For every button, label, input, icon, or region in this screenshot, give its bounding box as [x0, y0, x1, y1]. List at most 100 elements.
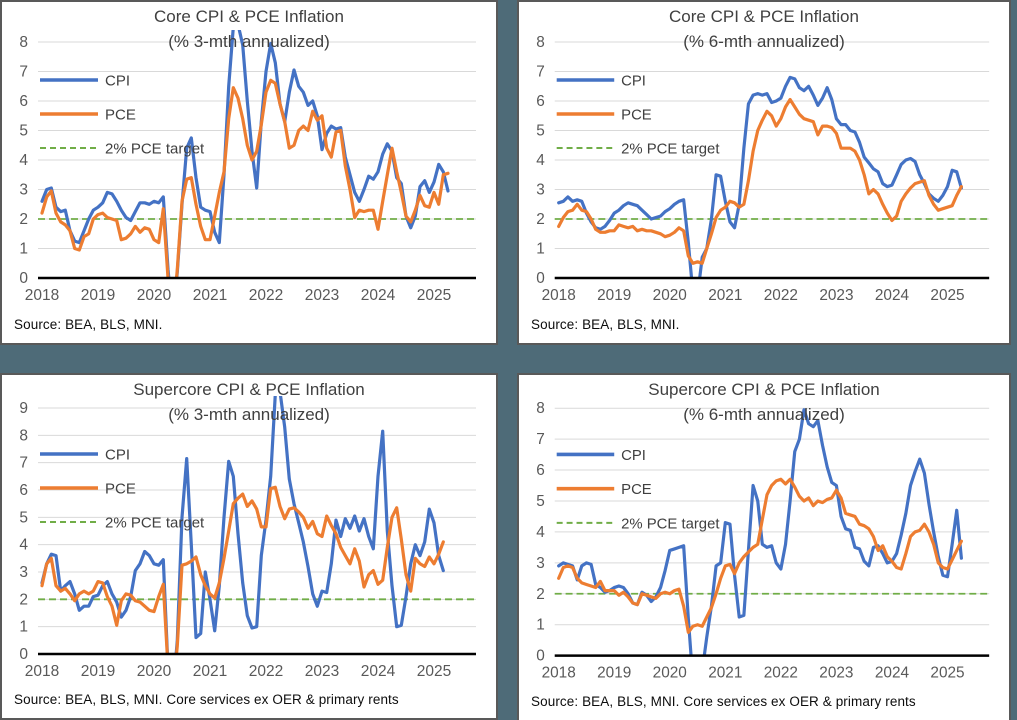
y-tick-label: 9: [19, 400, 28, 417]
source-note: Source: BEA, BLS, MNI.: [531, 317, 680, 332]
x-tick-label: 2022: [764, 287, 798, 304]
y-tick-label: 2: [19, 211, 28, 228]
supercore-3mth-chart-canvas: 0 1 2 3 4 5 6 7 8 9 2018 2019 2020 2021 2022 2023 2024 20…: [19, 396, 476, 680]
y-tick-label: 7: [536, 431, 545, 448]
x-tick-label: 2023: [819, 665, 853, 682]
legend-label: CPI: [621, 447, 646, 464]
y-tick-label: 2: [19, 591, 28, 608]
y-tick-label: 5: [536, 493, 545, 510]
legend-label: CPI: [621, 72, 646, 89]
x-tick-label: 2019: [81, 663, 115, 680]
x-tick-label: 2018: [542, 665, 576, 682]
x-tick-label: 2023: [305, 663, 339, 680]
cpi-line: [40, 30, 450, 278]
y-tick-label: 0: [536, 648, 545, 665]
legend-label: PCE: [621, 106, 652, 123]
x-tick-label: 2020: [653, 665, 687, 682]
chart-panel-core-cpi-pce-6mth: 0 1 2 3 4 5 6 7 8 2018 2019 2020 2021 2022 2023 2024 202…: [517, 0, 1011, 345]
y-tick-label: 4: [536, 152, 545, 169]
y-tick-label: 4: [19, 537, 28, 554]
y-tick-label: 0: [19, 646, 28, 663]
y-tick-label: 6: [536, 462, 545, 479]
y-tick-label: 0: [536, 270, 545, 287]
legend-label: CPI: [105, 73, 130, 90]
x-tick-label: 2020: [137, 287, 172, 304]
x-tick-label: 2021: [193, 287, 227, 304]
x-tick-label: 2025: [930, 287, 964, 304]
chart-panel-supercore-cpi-pce-3mth: 0 1 2 3 4 5 6 7 8 9 2018 2019 2020 2021 2022 2023 2024 20…: [0, 373, 498, 720]
y-tick-label: 3: [19, 564, 28, 581]
x-tick-label: 2022: [249, 287, 283, 304]
x-tick-label: 2019: [597, 665, 631, 682]
y-tick-label: 8: [19, 427, 28, 444]
y-tick-label: 1: [19, 241, 28, 258]
legend-label: PCE: [105, 107, 136, 124]
y-tick-label: 7: [19, 64, 28, 81]
y-tick-label: 7: [536, 63, 545, 80]
y-tick-label: 5: [19, 509, 28, 526]
y-tick-label: 1: [19, 619, 28, 636]
legend-label: 2% PCE target: [105, 515, 205, 532]
x-tick-label: 2022: [249, 663, 283, 680]
x-tick-label: 2021: [708, 287, 742, 304]
x-tick-label: 2024: [361, 287, 396, 304]
legend-label: 2% PCE target: [105, 141, 205, 158]
legend-label: 2% PCE target: [621, 515, 720, 532]
y-tick-label: 7: [19, 455, 28, 472]
y-tick-label: 1: [536, 240, 545, 257]
y-tick-label: 0: [19, 270, 28, 287]
legend-label: PCE: [105, 481, 136, 498]
y-tick-label: 6: [536, 93, 545, 110]
y-tick-label: 4: [536, 524, 545, 541]
source-note: Source: BEA, BLS, MNI.: [14, 317, 163, 332]
pce-line: [40, 78, 450, 278]
pce-line: [557, 97, 963, 265]
x-tick-label: 2018: [25, 663, 59, 680]
source-note: Source: BEA, BLS, MNI. Core services ex …: [14, 692, 399, 707]
x-tick-label: 2025: [417, 663, 451, 680]
x-tick-label: 2020: [653, 287, 687, 304]
x-tick-label: 2023: [305, 287, 339, 304]
x-tick-label: 2024: [875, 665, 910, 682]
chart-panel-supercore-cpi-pce-6mth: 0 1 2 3 4 5 6 7 8 2018 2019 2020 2021 2022 2023 2024 202…: [517, 373, 1011, 720]
x-tick-label: 2025: [930, 665, 964, 682]
x-tick-label: 2024: [361, 663, 396, 680]
x-tick-label: 2018: [542, 287, 576, 304]
x-tick-label: 2020: [137, 663, 172, 680]
pce-line: [557, 477, 963, 635]
y-tick-label: 3: [536, 181, 545, 198]
x-tick-label: 2023: [819, 287, 853, 304]
x-tick-label: 2021: [193, 663, 227, 680]
x-tick-label: 2019: [81, 287, 115, 304]
y-tick-label: 3: [19, 182, 28, 199]
cpi-line: [557, 408, 963, 656]
pce-line: [40, 485, 445, 654]
y-tick-label: 1: [536, 617, 545, 634]
y-tick-label: 3: [536, 555, 545, 572]
legend-label: 2% PCE target: [621, 140, 720, 157]
x-tick-label: 2019: [597, 287, 631, 304]
x-tick-label: 2022: [764, 665, 798, 682]
x-tick-label: 2025: [417, 287, 451, 304]
y-tick-label: 5: [536, 122, 545, 139]
supercore-6mth-chart-canvas: 0 1 2 3 4 5 6 7 8 2018 2019 2020 2021 2022 2023 2024 202…: [536, 400, 990, 682]
y-tick-label: 8: [19, 34, 28, 51]
core-6mth-chart-canvas: 0 1 2 3 4 5 6 7 8 2018 2019 2020 2021 2022 2023 2024 202…: [536, 34, 990, 304]
y-tick-label: 2: [536, 211, 545, 228]
source-note: Source: BEA, BLS, MNI. Core services ex …: [531, 694, 916, 709]
chart-panel-core-cpi-pce-3mth: 0 1 2 3 4 5 6 7 8 2018 2019 2020 2021 2022 2023 2024 202…: [0, 0, 498, 345]
y-tick-label: 8: [536, 400, 545, 417]
x-tick-label: 2024: [875, 287, 910, 304]
y-tick-label: 6: [19, 482, 28, 499]
y-tick-label: 8: [536, 34, 545, 51]
cpi-line: [557, 75, 963, 278]
legend-label: CPI: [105, 447, 130, 464]
y-tick-label: 4: [19, 152, 28, 169]
y-tick-label: 6: [19, 93, 28, 110]
x-tick-label: 2021: [708, 665, 742, 682]
core-3mth-chart-canvas: 0 1 2 3 4 5 6 7 8 2018 2019 2020 2021 2022 2023 2024 202…: [19, 30, 476, 304]
y-tick-label: 5: [19, 123, 28, 140]
x-tick-label: 2018: [25, 287, 59, 304]
legend-label: PCE: [621, 481, 652, 498]
y-tick-label: 2: [536, 586, 545, 603]
